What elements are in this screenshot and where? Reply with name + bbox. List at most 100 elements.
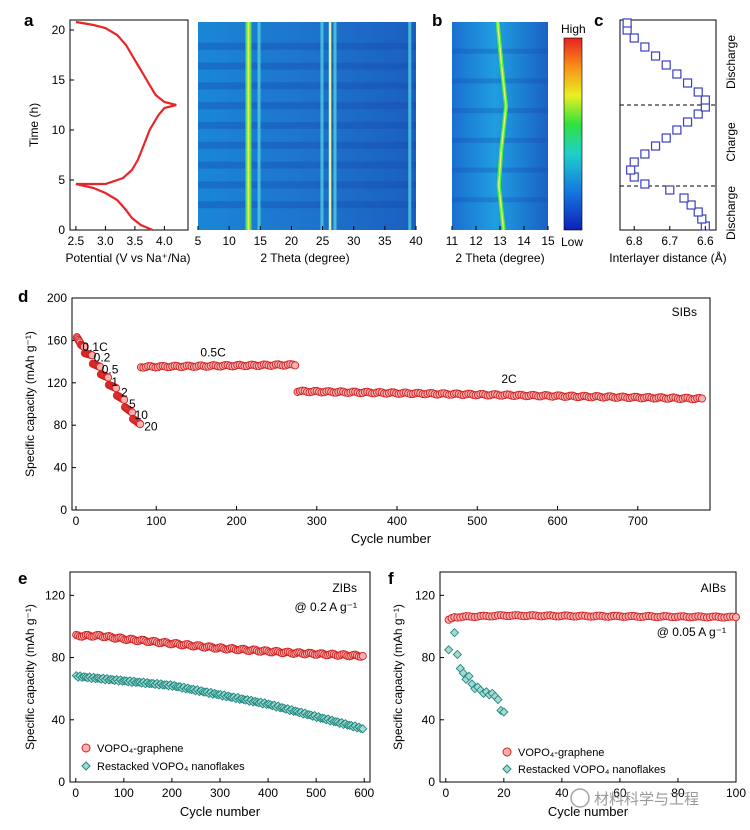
- rate-label: 10: [135, 408, 149, 422]
- panel-d-ylabel: Specific capacity (mAh g⁻¹): [23, 331, 37, 477]
- rate-label: 1: [111, 375, 118, 389]
- x-tick-label: 600: [354, 786, 374, 800]
- colorbar: [563, 37, 583, 231]
- data-point-diamond: [499, 707, 509, 717]
- panel-f-annotation-ion: AIBs: [701, 581, 726, 595]
- panel-e-zibs-chart: 0 100 200 300 400 500 600 0 40 80 120 ZIBs @ 0.2 A…: [23, 571, 375, 819]
- legend-marker-diamond: [81, 761, 91, 771]
- y-tick-label: 120: [47, 376, 67, 390]
- x-tick-label: 25: [316, 234, 330, 248]
- panel-b-xlabel: 2 Theta (degree): [455, 251, 544, 265]
- x-tick-label: 11: [446, 234, 459, 248]
- contour-band: [198, 181, 416, 189]
- x-tick-label: 80: [671, 786, 685, 800]
- panel-label-c: c: [594, 11, 603, 30]
- x-tick-label: 20: [497, 786, 511, 800]
- panel-label-e: e: [18, 569, 27, 588]
- legend-label-graphene: VOPO₄-graphene: [97, 743, 183, 755]
- data-point-square: [661, 60, 671, 70]
- region-label-charge: Charge: [724, 122, 738, 162]
- data-point-square: [622, 18, 632, 28]
- data-point-diamond: [464, 671, 474, 681]
- panel-e-annotation-ion: ZIBs: [332, 581, 357, 595]
- y-tick-label: 0: [58, 223, 65, 237]
- diffraction-peak: [408, 22, 412, 230]
- panel-f-annotation-current: @ 0.05 A g⁻¹: [657, 625, 726, 639]
- y-tick-label: 80: [422, 651, 436, 665]
- x-tick-label: 40: [555, 786, 569, 800]
- x-tick-label: 600: [548, 514, 568, 528]
- contour-band: [198, 82, 416, 90]
- x-tick-label: 6.8: [626, 234, 643, 248]
- data-point-square: [650, 51, 661, 61]
- peak-shift-core: [496, 21, 507, 231]
- data-point-square: [679, 193, 689, 203]
- x-tick-label: 200: [227, 514, 247, 528]
- y-tick-label: 10: [52, 123, 66, 137]
- panel-f-legend: VOPO₄-graphene Restacked VOPO₄ nanoflake…: [502, 747, 666, 776]
- x-tick-label: 6.7: [661, 234, 678, 248]
- contour-band: [198, 62, 416, 70]
- x-tick-label: 100: [114, 786, 134, 800]
- legend-marker-circle: [81, 743, 91, 753]
- rate-label: 0.5C: [200, 345, 226, 359]
- contour-band: [452, 108, 548, 114]
- x-tick-label: 200: [162, 786, 182, 800]
- panel-f-ylabel: Specific capacity (mAh g⁻¹): [391, 604, 405, 750]
- data-point-diamond: [493, 694, 503, 705]
- panel-d-plot-frame: [71, 297, 711, 511]
- x-tick-label: 100: [726, 786, 746, 800]
- data-point-circle: [697, 394, 707, 403]
- data-point-square: [626, 165, 636, 175]
- data-point-square: [682, 78, 693, 88]
- x-tick-label: 300: [307, 514, 327, 528]
- x-tick-label: 0: [73, 514, 80, 528]
- x-tick-label: 4.0: [156, 234, 173, 248]
- colorbar-high-label: High: [561, 22, 586, 36]
- data-point-square: [665, 185, 675, 195]
- rate-label: 5: [129, 397, 136, 411]
- data-point-square: [650, 141, 661, 151]
- x-tick-label: 15: [541, 234, 555, 248]
- panel-a-plot-frame: [69, 19, 189, 231]
- colorbar-low-label: Low: [561, 235, 583, 249]
- rate-label: 20: [144, 420, 158, 434]
- contour-band: [198, 42, 416, 50]
- x-tick-label: 3.5: [127, 234, 144, 248]
- watermark: 材料科学与工程: [570, 788, 699, 808]
- y-tick-label: 5: [58, 173, 65, 187]
- x-tick-label: 30: [347, 234, 361, 248]
- panel-b-contour-chart: 11 12 13 14 15 2 Theta (degree) High Low: [446, 21, 586, 265]
- data-point-square: [686, 200, 696, 210]
- panel-a-contour-chart: 5 10 15 20 25 30 35 40 2 Theta (degree): [195, 22, 423, 265]
- y-tick-label: 0: [58, 775, 65, 789]
- data-point-square: [682, 117, 693, 127]
- rate-label: 2: [121, 386, 128, 400]
- x-tick-label: 20: [285, 234, 299, 248]
- data-point-circle: [136, 420, 145, 429]
- y-tick-label: 40: [422, 713, 436, 727]
- x-tick-label: 13: [493, 234, 507, 248]
- y-tick-label: 120: [415, 588, 435, 602]
- data-point-diamond: [458, 668, 468, 678]
- panel-e-legend: VOPO₄-graphene Restacked VOPO₄ nanoflake…: [81, 743, 245, 773]
- panel-label-f: f: [388, 569, 394, 588]
- data-point-square: [693, 87, 703, 97]
- x-tick-label: 700: [628, 514, 648, 528]
- x-tick-label: 15: [254, 234, 268, 248]
- x-tick-label: 300: [210, 786, 230, 800]
- x-tick-label: 5: [195, 234, 202, 248]
- legend-marker-circle: [502, 747, 512, 757]
- rate-label: 0.2: [94, 351, 111, 365]
- data-point-circle: [731, 613, 741, 622]
- panel-e-xlabel: Cycle number: [180, 804, 261, 819]
- panel-a-contour-xlabel: 2 Theta (degree): [260, 251, 349, 265]
- y-tick-label: 0: [60, 503, 67, 517]
- data-point-diamond: [444, 645, 454, 655]
- contour-band: [198, 141, 416, 149]
- panel-c-xlabel: Interlayer distance (Å): [609, 250, 726, 265]
- data-point-square: [672, 125, 682, 135]
- x-tick-label: 400: [258, 786, 278, 800]
